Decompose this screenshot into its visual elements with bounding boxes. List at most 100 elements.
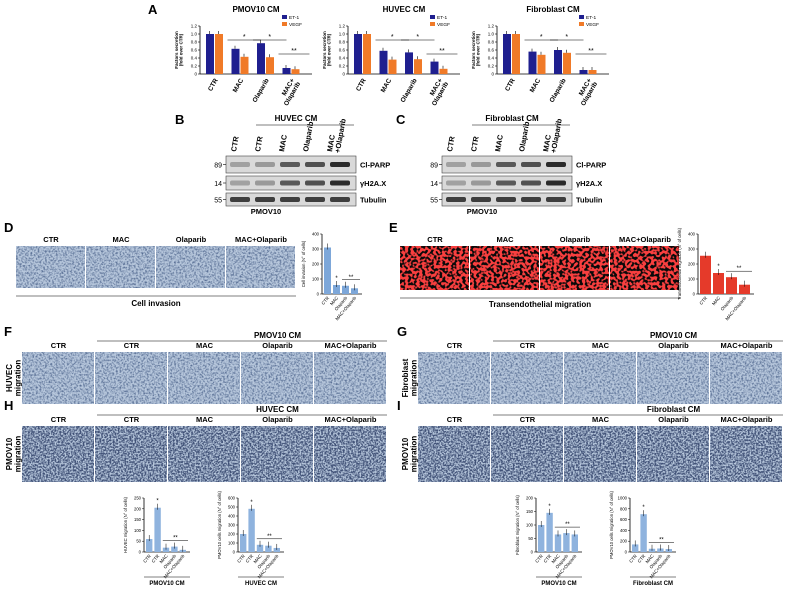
blot-band (280, 162, 300, 167)
panel-caption: Cell invasion (131, 299, 180, 308)
micrograph-texture (86, 246, 155, 288)
image-label: CTR (51, 341, 67, 350)
blot-band (496, 197, 516, 202)
significance-marker: * (391, 34, 394, 41)
micrograph (314, 426, 386, 482)
bar-vegf (388, 59, 397, 74)
micrograph (564, 426, 636, 482)
bar (726, 277, 737, 294)
bar-vegf (537, 54, 546, 74)
blot-band (521, 180, 541, 186)
bar (162, 547, 170, 552)
y-tick-label: 1.2 (488, 24, 495, 29)
y-tick-label: 0 (194, 72, 197, 77)
blot-band (496, 162, 516, 167)
significance-marker: ** (349, 275, 354, 281)
significance-marker: ** (291, 48, 297, 55)
row-header: Fibroblast CM (647, 405, 701, 414)
micrograph-texture (95, 352, 167, 404)
y-axis-label: Factors secretion(fold over CTR) (322, 31, 332, 69)
micrograph (637, 352, 709, 404)
row-header: HUVEC CM (256, 405, 299, 414)
y-tick-label: 0.6 (488, 48, 495, 53)
blot-band (230, 197, 250, 202)
bar-et1 (379, 50, 388, 74)
bar-vegf (414, 59, 422, 74)
panel-letter-h: H (4, 398, 13, 413)
y-axis-label: Factors secretion(fold over CTR) (174, 31, 184, 69)
x-tick-label: MAC (380, 77, 394, 94)
significance-marker: ** (737, 266, 742, 272)
micrograph-texture (22, 426, 94, 482)
y-tick-label: 150 (134, 517, 142, 522)
bar-et1 (430, 61, 439, 74)
bar (563, 533, 570, 552)
blot-band (330, 180, 350, 186)
panel-caption: Transendothelial migration (489, 300, 591, 309)
y-tick-label: 200 (526, 496, 534, 501)
row-header: PMOV10 CM (254, 331, 301, 340)
bar (571, 534, 578, 552)
row-label: HUVECmigration (5, 360, 22, 397)
micrograph (710, 426, 782, 482)
micrograph-texture (314, 426, 386, 482)
bar-et1 (528, 51, 537, 74)
blot-band (446, 162, 466, 167)
bar (739, 284, 750, 294)
y-tick-label: 0.8 (191, 40, 198, 45)
blot-band (255, 180, 275, 186)
x-tick-label: CTR (698, 295, 708, 306)
chart-footer: PMOV10 CM (149, 581, 184, 587)
micrograph (241, 352, 313, 404)
y-tick-label: 1000 (618, 496, 628, 501)
y-tick-label: 0.2 (191, 64, 198, 69)
y-axis-label: Factors secretion(fold over CTR) (471, 31, 481, 69)
y-tick-label: 0.6 (191, 48, 198, 53)
blot-band (230, 162, 250, 167)
blot-band (446, 180, 466, 186)
micrograph-texture (241, 352, 313, 404)
y-tick-label: 0 (531, 550, 534, 555)
image-label: Olaparib (560, 235, 591, 244)
y-tick-label: 250 (134, 496, 142, 501)
bar (171, 546, 178, 552)
bar (324, 247, 331, 294)
x-tick-label: MAC (159, 553, 170, 564)
bar (632, 544, 639, 552)
blot-band (305, 180, 325, 186)
bar-vegf (563, 52, 571, 74)
image-label: MAC+Olaparib (721, 415, 773, 424)
image-label: CTR (447, 341, 463, 350)
lane-label: CTR (253, 135, 265, 152)
bar-et1 (231, 48, 240, 74)
x-tick-label: CTR (207, 77, 220, 92)
protein-label: γH2A.X (360, 179, 386, 188)
x-tick-label: CTR (245, 553, 255, 564)
lane-label: CTR (229, 135, 241, 152)
fluorescence-image (470, 246, 539, 290)
y-tick-label: 0 (342, 72, 345, 77)
micrograph-texture (710, 352, 782, 404)
blot-band (255, 162, 275, 167)
micrograph-texture (491, 352, 563, 404)
x-tick-label: MAC+Olaparib (574, 77, 599, 107)
molecular-weight-label: 14 (214, 181, 222, 188)
fluorescence-image (540, 246, 609, 290)
micrograph (564, 352, 636, 404)
micrograph-texture (637, 426, 709, 482)
y-tick-label: 100 (134, 528, 142, 533)
bar (554, 534, 562, 552)
bar (342, 285, 349, 294)
x-tick-label: MAC (329, 295, 340, 306)
x-tick-label: CTR (355, 77, 368, 92)
blot-band (471, 197, 491, 202)
x-tick-label: MAC (529, 77, 543, 94)
micrograph-texture (168, 352, 240, 404)
y-tick-label: 150 (526, 509, 534, 514)
y-tick-label: 600 (620, 517, 628, 522)
bar (351, 288, 358, 294)
chart-footer: HUVEC CM (245, 581, 277, 587)
blot-header: HUVEC CM (275, 114, 318, 123)
y-tick-label: 800 (620, 506, 628, 511)
x-tick-label: CTR (628, 553, 638, 564)
